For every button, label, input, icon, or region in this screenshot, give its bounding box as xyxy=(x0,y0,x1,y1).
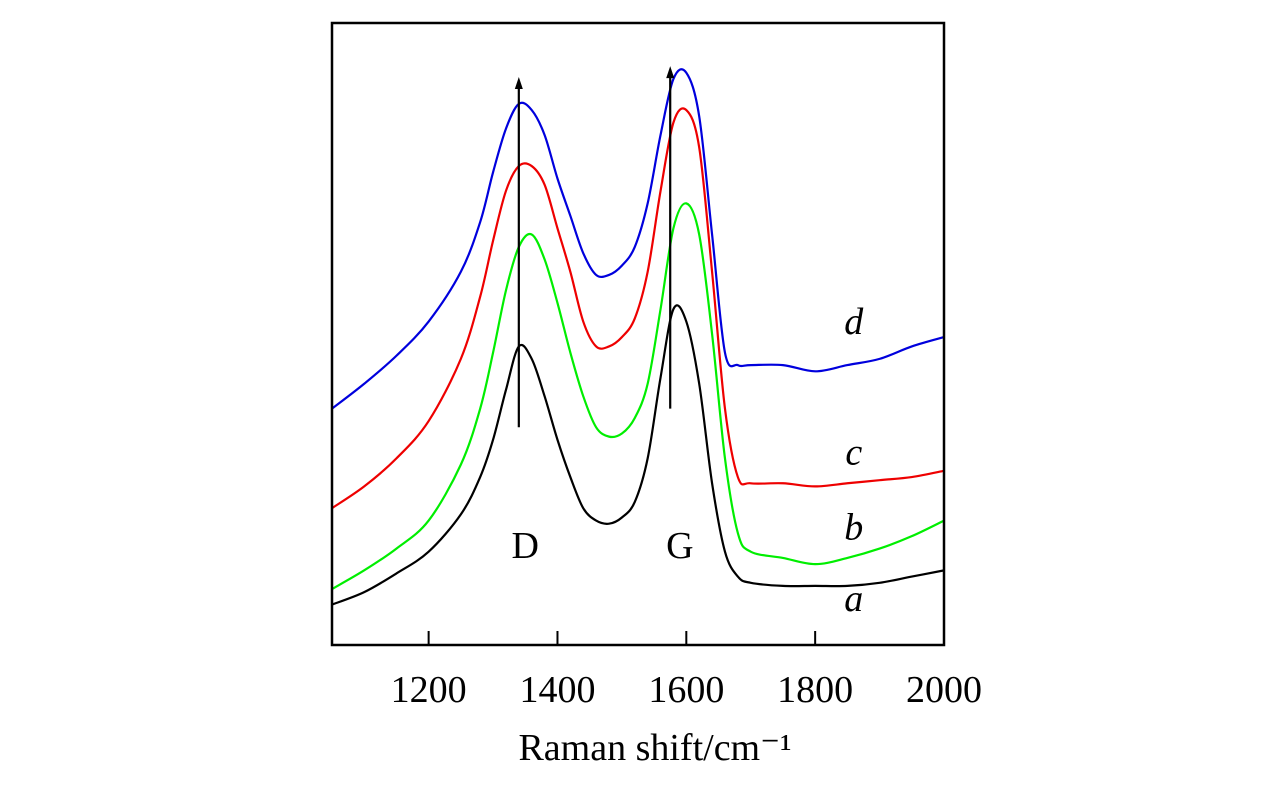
series-line-c xyxy=(331,107,945,510)
series-label-b: b xyxy=(844,506,863,548)
x-axis-title: Raman shift/cm⁻¹ xyxy=(518,727,791,769)
series-line-a xyxy=(331,304,945,606)
series-line-b xyxy=(331,202,945,590)
x-tick-label: 1800 xyxy=(777,669,853,711)
x-tick-label: 1200 xyxy=(391,669,467,711)
peak-arrows xyxy=(514,66,675,428)
peak-label-G: G xyxy=(666,525,693,567)
series-label-d: d xyxy=(844,301,864,343)
series-line-d xyxy=(331,68,945,410)
x-tick-label: 2000 xyxy=(906,669,982,711)
plot-area xyxy=(330,21,946,647)
series-layer xyxy=(331,68,945,606)
peak-arrow-head xyxy=(514,76,523,89)
series-label-a: a xyxy=(844,578,863,620)
x-axis-ticks: 1200 1400 1600 1800 2000 xyxy=(391,631,982,711)
plot-frame xyxy=(330,21,946,647)
peak-arrow-head xyxy=(666,66,675,79)
series-label-c: c xyxy=(845,432,862,474)
x-tick-label: 1600 xyxy=(648,669,724,711)
peak-label-D: D xyxy=(512,525,539,567)
x-tick-label: 1400 xyxy=(519,669,595,711)
